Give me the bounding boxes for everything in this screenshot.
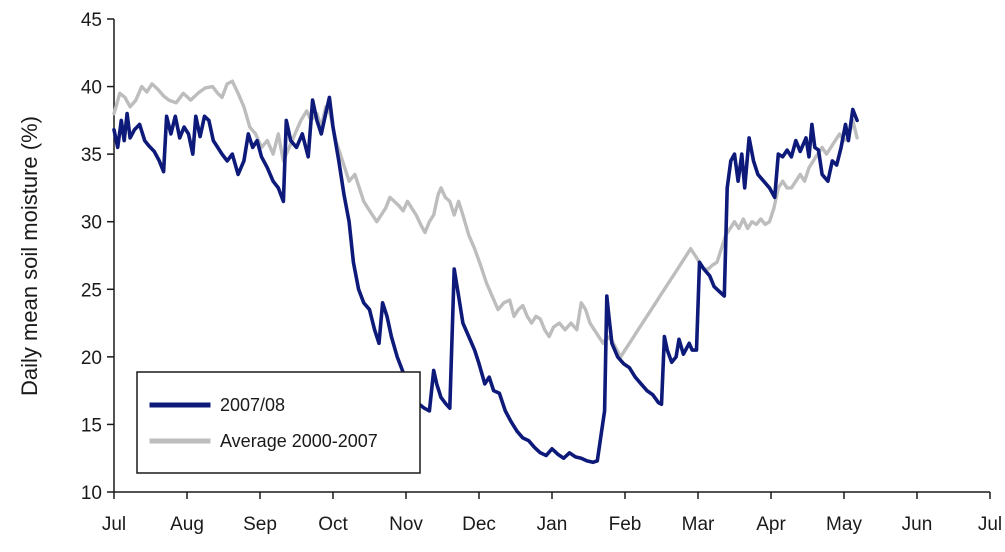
legend: 2007/08 Average 2000-2007	[136, 371, 421, 474]
y-tick-label: 15	[81, 415, 102, 436]
y-tick-label: 40	[81, 78, 102, 99]
x-tick-label: Jun	[902, 514, 933, 535]
y-tick-label: 25	[81, 280, 102, 301]
y-axis-title: Daily mean soil moisture (%)	[17, 116, 42, 396]
x-tick-label: Mar	[682, 514, 715, 535]
x-tick-label: May	[826, 514, 862, 535]
y-tick-label: 30	[81, 213, 102, 234]
series-line-2007-08	[112, 95, 859, 465]
y-tick-label: 10	[81, 483, 102, 504]
series-layer	[112, 79, 859, 465]
x-tick-label: Nov	[389, 514, 423, 535]
x-tick-label: Sep	[243, 514, 277, 535]
x-tick-label: Feb	[609, 514, 642, 535]
series-line-average-2000-2007	[112, 79, 859, 359]
y-tick-label: 35	[81, 145, 102, 166]
x-tick-label: Aug	[170, 514, 204, 535]
x-tick-label: Apr	[756, 514, 786, 535]
x-tick-label: Dec	[462, 514, 496, 535]
y-tick-label: 45	[81, 10, 102, 31]
legend-label-2007-08: 2007/08	[220, 395, 285, 415]
x-tick-label: Jul	[978, 514, 1002, 535]
y-tick-label: 20	[81, 348, 102, 369]
legend-label-average: Average 2000-2007	[220, 431, 378, 451]
x-tick-label: Jan	[537, 514, 568, 535]
legend-box	[136, 371, 421, 474]
axes: 10 15 20 25 30 35 40 45 Jul Aug Sep Oct Nov Dec Jan Feb…	[81, 10, 1002, 535]
x-tick-label: Jul	[102, 514, 126, 535]
x-tick-label: Oct	[318, 514, 348, 535]
